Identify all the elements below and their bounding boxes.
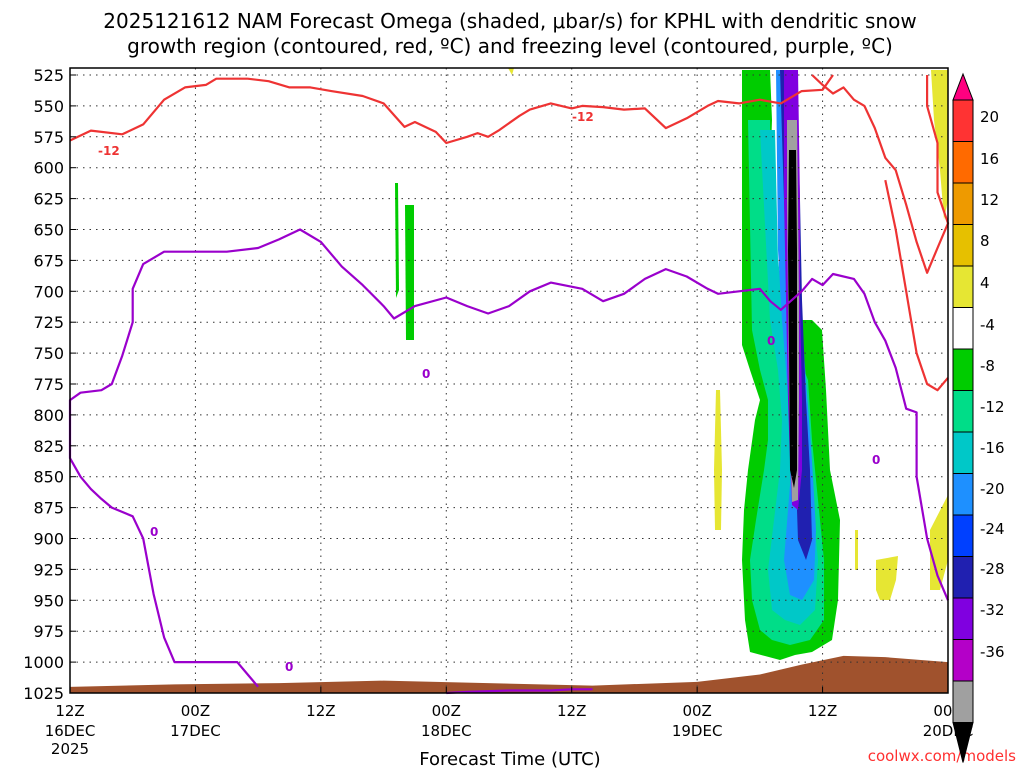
- colorbar-label: -8: [980, 357, 995, 375]
- y-tick-label: 775: [33, 375, 64, 394]
- omega-region-yellow-6: [508, 68, 514, 75]
- colorbar-label: -12: [980, 398, 1005, 416]
- x-tick-label: 12Z: [55, 702, 84, 720]
- omega-region-weak-up-1: [395, 183, 399, 298]
- x-tick-sublabel: 2025: [51, 740, 89, 758]
- omega-shading: [395, 68, 948, 660]
- omega-region-black: [788, 150, 797, 488]
- colorbar-label: -4: [980, 316, 995, 334]
- colorbar-label: 4: [980, 274, 990, 292]
- x-tick-label: 00Z: [682, 702, 711, 720]
- y-tick-label: 1025: [23, 684, 64, 703]
- colorbar-swatch: [952, 514, 974, 557]
- contour-label-zero-c: 0: [285, 660, 293, 674]
- y-tick-label: 525: [33, 66, 64, 85]
- colorbar-label: 16: [980, 150, 999, 168]
- chart-title-line1: 2025121612 NAM Forecast Omega (shaded, μ…: [103, 9, 916, 33]
- x-tick-label: 12Z: [557, 702, 586, 720]
- colorbar-label: 8: [980, 232, 990, 250]
- y-tick-label: 900: [33, 530, 64, 549]
- colorbar-swatch: [952, 348, 974, 391]
- x-tick-sublabel: 17DEC: [170, 722, 221, 740]
- contour-line-3: [68, 228, 950, 688]
- x-tick-label: 00Z: [181, 702, 210, 720]
- contour-line-0: [69, 74, 834, 145]
- colorbar-swatch: [952, 431, 974, 474]
- colorbar-swatch: [952, 99, 974, 142]
- terrain-surface: [70, 655, 948, 693]
- colorbar-bottom-arrow: [952, 722, 974, 763]
- colorbar-swatch: [952, 265, 974, 308]
- x-tick-label: 12Z: [306, 702, 335, 720]
- omega-region-yellow-1: [714, 390, 722, 530]
- y-tick-label: 850: [33, 468, 64, 487]
- x-tick-sublabel: 19DEC: [672, 722, 723, 740]
- omega-region-yellow-4: [931, 70, 948, 220]
- y-tick-label: 825: [33, 437, 64, 456]
- colorbar-swatch: [952, 307, 974, 350]
- x-tick-label: 00Z: [432, 702, 461, 720]
- colorbar-label: -20: [980, 480, 1005, 498]
- colorbar-swatch: [952, 556, 974, 599]
- colorbar-label: -28: [980, 560, 1005, 578]
- plot-area: -12 -12 0 0 0 0 0: [68, 67, 950, 695]
- y-tick-label: 575: [33, 128, 64, 147]
- y-tick-label: 675: [33, 251, 64, 270]
- omega-region-yellow-2: [855, 530, 858, 570]
- contour-line-4: [446, 688, 593, 695]
- y-tick-label: 650: [33, 221, 64, 240]
- colorbar-label: 20: [980, 108, 999, 126]
- y-tick-label: 925: [33, 560, 64, 579]
- y-axis: 525 550 575 600 625 650 675 700 725 750 775 800 825 8…: [23, 66, 76, 703]
- contour-line-2: [884, 179, 949, 392]
- contour-line-1: [811, 74, 950, 274]
- colorbar-label: -24: [980, 520, 1005, 538]
- omega-region-weak-up-2: [405, 205, 414, 340]
- plot-frame: [69, 67, 949, 694]
- contour-label-zero-a: 0: [422, 367, 430, 381]
- colorbar-swatch: [952, 680, 974, 723]
- y-tick-label: 600: [33, 159, 64, 178]
- omega-region-yellow-5: [930, 495, 948, 590]
- grid-lines: [70, 68, 948, 694]
- y-tick-label: 550: [33, 97, 64, 116]
- colorbar-swatch: [952, 639, 974, 682]
- y-tick-label: 725: [33, 313, 64, 332]
- omega-region-yellow-3: [876, 556, 898, 600]
- x-tick-sublabel: 16DEC: [45, 722, 96, 740]
- colorbar-label: -16: [980, 439, 1005, 457]
- x-tick-label: 12Z: [808, 702, 837, 720]
- y-tick-label: 750: [33, 344, 64, 363]
- y-tick-label: 700: [33, 282, 64, 301]
- credit-text: coolwx.com/models: [868, 747, 1016, 765]
- x-tick-sublabel: 18DEC: [421, 722, 472, 740]
- colorbar-swatch: [952, 473, 974, 516]
- colorbar-swatch: [952, 390, 974, 433]
- colorbar-swatch: [952, 597, 974, 640]
- y-tick-label: 975: [33, 622, 64, 641]
- contour-label-zero-b: 0: [150, 525, 158, 539]
- y-tick-label: 800: [33, 406, 64, 425]
- y-tick-label: 625: [33, 190, 64, 209]
- colorbar-swatch: [952, 141, 974, 184]
- colorbar: 20 16 12 8 4 -4 -8 -12 -16 -20 -24 -28 -32 -36: [952, 72, 1005, 763]
- colorbar-top-arrow: [952, 72, 974, 101]
- contour-label-zero-e: 0: [872, 453, 880, 467]
- x-axis-label: Forecast Time (UTC): [419, 749, 600, 768]
- y-tick-label: 875: [33, 499, 64, 518]
- contour-label-minus12-b: -12: [572, 110, 594, 124]
- y-tick-label: 950: [33, 591, 64, 610]
- y-tick-label: 1000: [23, 653, 64, 672]
- chart-title-line2: growth region (contoured, red, ºC) and f…: [127, 34, 893, 58]
- contour-label-minus12-a: -12: [98, 144, 120, 158]
- contour-lines: [68, 74, 950, 695]
- colorbar-label: 12: [980, 191, 999, 209]
- contour-label-zero-d: 0: [767, 334, 775, 348]
- colorbar-swatch: [952, 224, 974, 267]
- colorbar-swatch: [952, 182, 974, 225]
- colorbar-label: -36: [980, 643, 1005, 661]
- colorbar-label: -32: [980, 601, 1005, 619]
